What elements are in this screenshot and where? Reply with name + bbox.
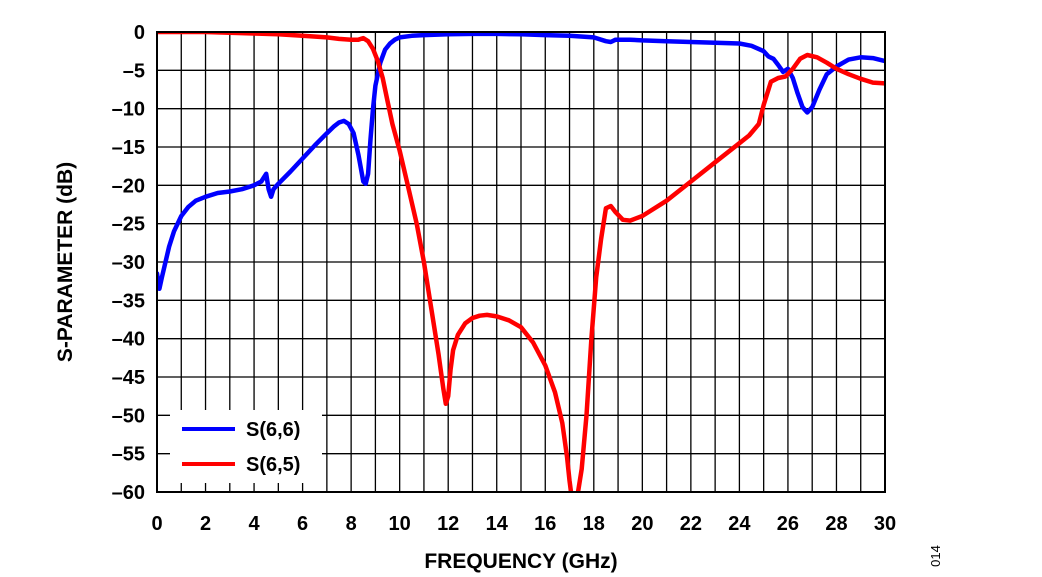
x-tick-label: 22 <box>680 513 702 535</box>
x-tick-label: 8 <box>346 513 357 535</box>
x-tick-labels: 0 2 4 6 8 10 12 14 16 18 20 22 24 26 28 30 <box>151 513 896 535</box>
y-tick-label: –60 <box>112 482 145 504</box>
x-tick-label: 26 <box>777 513 799 535</box>
legend-box <box>170 410 322 483</box>
x-tick-label: 18 <box>583 513 605 535</box>
legend: S(6,6) S(6,5) <box>170 410 322 483</box>
plot-frame <box>156 31 886 493</box>
x-tick-label: 24 <box>728 513 751 535</box>
x-tick-label: 30 <box>874 513 896 535</box>
x-tick-label: 2 <box>200 513 211 535</box>
series-line-s66 <box>157 32 885 292</box>
series-layer <box>157 32 885 492</box>
series-line-s65 <box>157 32 885 492</box>
x-tick-label: 20 <box>631 513 653 535</box>
y-tick-label: –45 <box>112 367 145 389</box>
y-tick-label: –10 <box>112 99 145 121</box>
x-tick-label: 6 <box>297 513 308 535</box>
x-tick-label: 4 <box>249 513 261 535</box>
y-tick-label: –35 <box>112 290 145 312</box>
y-tick-label: –55 <box>112 444 145 466</box>
y-tick-labels: 0 –5 –10 –15 –20 –25 –30 –35 –40 –45 –50 –55 –60 <box>112 22 145 504</box>
legend-label-s66: S(6,6) <box>246 419 300 441</box>
x-tick-label: 0 <box>151 513 162 535</box>
y-tick-label: 0 <box>134 22 145 44</box>
grid <box>157 32 885 492</box>
x-tick-label: 28 <box>825 513 847 535</box>
x-tick-label: 12 <box>437 513 459 535</box>
x-axis-title: FREQUENCY (GHz) <box>424 550 617 573</box>
y-tick-label: –30 <box>112 252 145 274</box>
y-axis-title: S-PARAMETER (dB) <box>54 162 77 362</box>
y-tick-label: –25 <box>112 214 145 236</box>
y-tick-label: –15 <box>112 137 145 159</box>
x-tick-label: 16 <box>534 513 556 535</box>
y-tick-label: –5 <box>123 60 145 82</box>
y-tick-label: –20 <box>112 175 145 197</box>
x-tick-label: 14 <box>486 513 509 535</box>
x-tick-label: 10 <box>389 513 411 535</box>
y-tick-label: –40 <box>112 329 145 351</box>
legend-label-s65: S(6,5) <box>246 454 300 476</box>
y-tick-label: –50 <box>112 405 145 427</box>
figure-number: 014 <box>928 545 943 567</box>
